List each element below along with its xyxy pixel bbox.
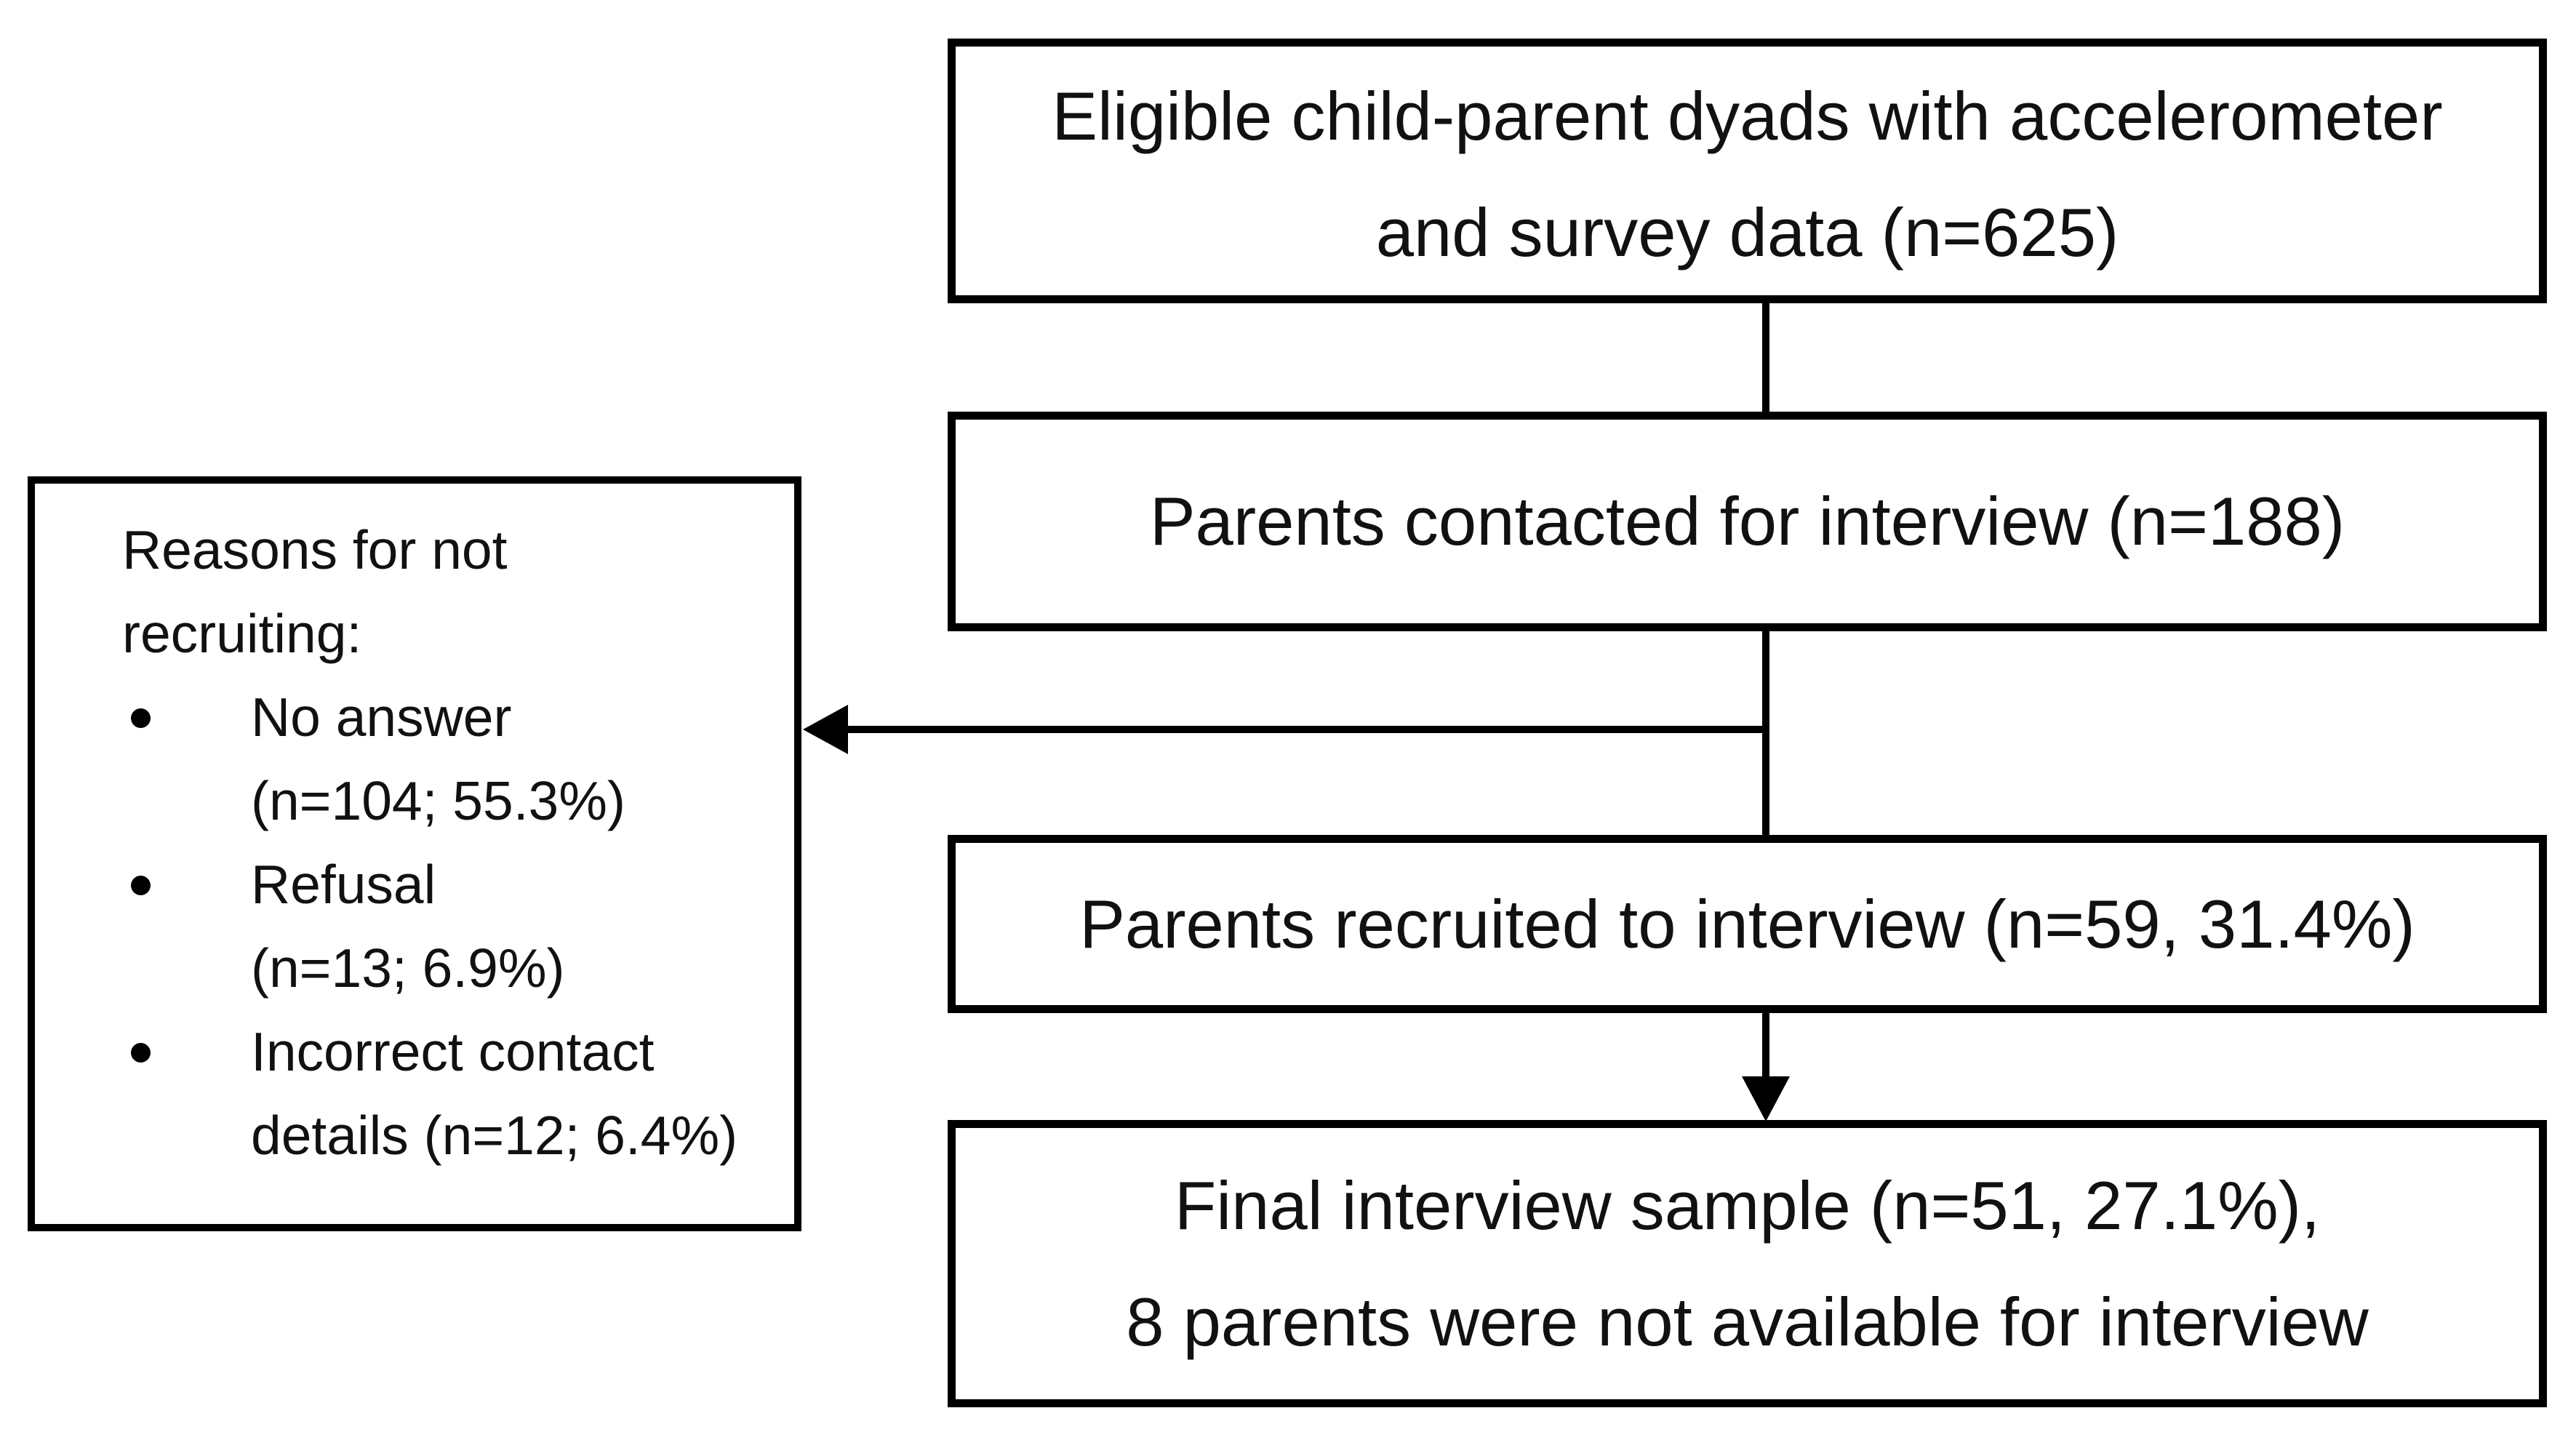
- left-arrowhead-icon: [803, 705, 848, 754]
- box-parents-recruited: Parents recruited to interview (n=59, 31…: [948, 835, 2547, 1013]
- reason-no-answer-line-2: (n=104; 55.3%): [251, 770, 625, 831]
- box-eligible-line-1: Eligible child-parent dyads with acceler…: [1052, 78, 2443, 154]
- reason-incorrect-contact-line-1: Incorrect contact: [251, 1021, 655, 1082]
- bullet-icon: [131, 1043, 151, 1063]
- reason-item-refusal: Refusal (n=13; 6.9%): [122, 843, 780, 1010]
- reason-no-answer-line-1: No answer: [251, 687, 512, 748]
- bullet-icon: [131, 708, 151, 728]
- connector-eligible-to-contacted: [1762, 303, 1769, 412]
- reason-incorrect-contact-line-2: details (n=12; 6.4%): [251, 1105, 738, 1166]
- box-contacted-line-1: Parents contacted for interview (n=188): [1149, 483, 2345, 559]
- box-final-line-1: Final interview sample (n=51, 27.1%),: [1174, 1167, 2321, 1244]
- box-reasons-not-recruiting: Reasons for not recruiting: No answer (n…: [28, 476, 801, 1231]
- reasons-title-line-2: recruiting:: [122, 603, 362, 664]
- box-eligible-dyads: Eligible child-parent dyads with acceler…: [948, 39, 2547, 303]
- bullet-icon: [131, 876, 151, 895]
- box-final-line-2: 8 parents were not available for intervi…: [1126, 1283, 2369, 1360]
- box-recruited-line-1: Parents recruited to interview (n=59, 31…: [1079, 885, 2415, 962]
- box-final-sample: Final interview sample (n=51, 27.1%), 8 …: [948, 1120, 2547, 1407]
- down-arrowhead-icon: [1742, 1076, 1790, 1121]
- connector-contacted-to-recruited: [1762, 631, 1769, 835]
- reason-item-incorrect-contact: Incorrect contact details (n=12; 6.4%): [122, 1010, 780, 1177]
- connector-recruited-to-final: [1762, 1013, 1769, 1082]
- reason-refusal-line-1: Refusal: [251, 854, 436, 915]
- reason-refusal-line-2: (n=13; 6.9%): [251, 937, 565, 999]
- box-parents-contacted: Parents contacted for interview (n=188): [948, 412, 2547, 631]
- reason-item-no-answer: No answer (n=104; 55.3%): [122, 676, 780, 843]
- reasons-title-line-1: Reasons for not: [122, 519, 508, 580]
- branch-line-to-reasons: [845, 726, 1769, 733]
- box-eligible-line-2: and survey data (n=625): [1375, 194, 2119, 271]
